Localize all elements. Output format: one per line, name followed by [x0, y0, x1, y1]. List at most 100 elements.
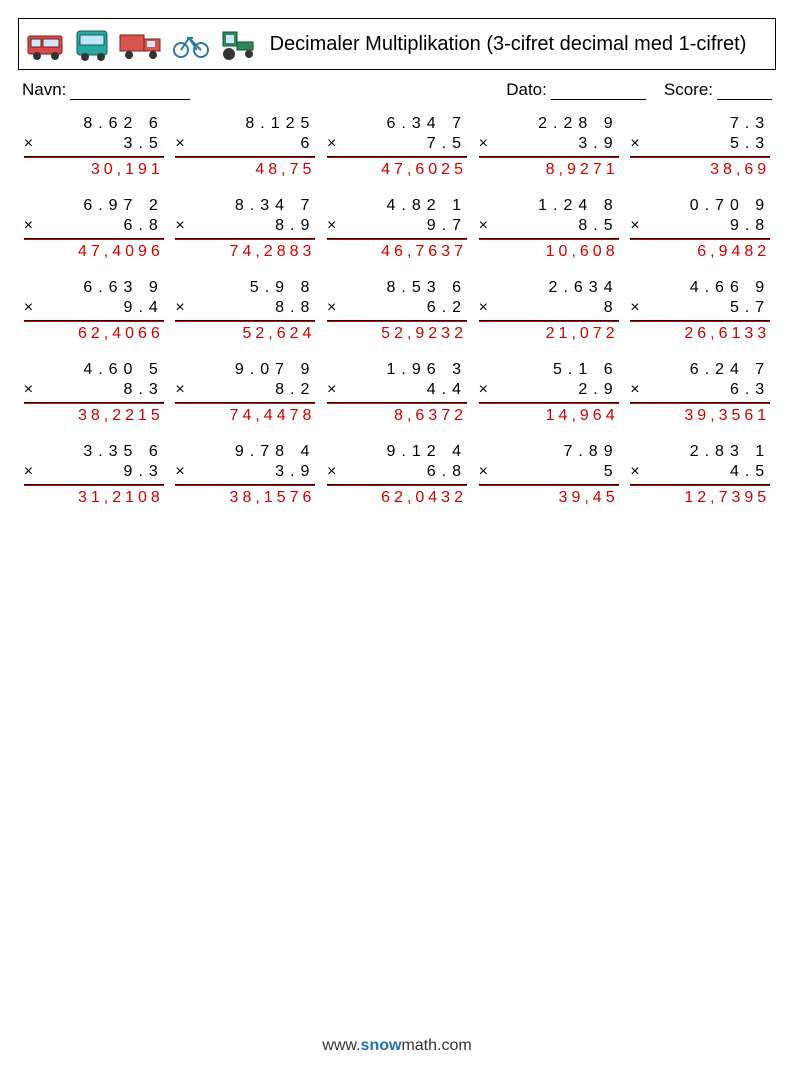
operand-a: 2.28 9 — [495, 114, 619, 134]
answer: 38,69 — [630, 158, 770, 180]
footer: www.snowmath.com — [0, 1037, 794, 1055]
answer: 52,624 — [175, 322, 315, 344]
answer: 38,2215 — [24, 404, 164, 426]
operand-b: 9.3 — [40, 462, 164, 482]
operand-a: 6.24 7 — [646, 360, 770, 380]
answer: 12,7395 — [630, 486, 770, 508]
truck-icon — [119, 29, 165, 59]
operator: × — [175, 462, 191, 482]
answer: 62,0432 — [327, 486, 467, 508]
bus-red-icon — [27, 28, 69, 60]
footer-brand: snow — [361, 1037, 402, 1054]
operator: × — [24, 462, 40, 482]
operand-b: 8.2 — [191, 380, 315, 400]
operator: × — [24, 134, 40, 154]
answer: 48,75 — [175, 158, 315, 180]
answer: 74,2883 — [175, 240, 315, 262]
operand-a: 6.34 7 — [343, 114, 467, 134]
operator: × — [479, 462, 495, 482]
operand-b: 5.3 — [646, 134, 770, 154]
problem: 7.89×539,45 — [479, 442, 619, 508]
footer-prefix: www. — [322, 1037, 360, 1054]
answer: 30,191 — [24, 158, 164, 180]
answer: 8,6372 — [327, 404, 467, 426]
problem: 8.34 7×8.974,2883 — [175, 196, 315, 262]
problems-grid: 8.62 6×3.530,191 8.125 × 6 48,75 6.34 7 × 7.5 47… — [18, 114, 776, 508]
tractor-icon — [217, 28, 259, 60]
date-blank[interactable] — [551, 80, 646, 100]
operand-b: 4.4 — [343, 380, 467, 400]
operator: × — [327, 298, 343, 318]
score-blank[interactable] — [717, 80, 772, 100]
problem: 4.82 1×9.746,7637 — [327, 196, 467, 262]
operand-a: 8.34 7 — [191, 196, 315, 216]
answer: 38,1576 — [175, 486, 315, 508]
problem: 8.62 6×3.530,191 — [24, 114, 164, 180]
score-label: Score: — [664, 80, 713, 100]
problem: 9.78 4×3.938,1576 — [175, 442, 315, 508]
operator: × — [630, 462, 646, 482]
operand-a: 2.83 1 — [646, 442, 770, 462]
operand-b: 9.4 — [40, 298, 164, 318]
operand-a: 7.3 — [646, 114, 770, 134]
problem: 8.53 6×6.252,9232 — [327, 278, 467, 344]
answer: 8,9271 — [479, 158, 619, 180]
operand-b: 6.8 — [40, 216, 164, 236]
operand-a: 8.62 6 — [40, 114, 164, 134]
name-blank[interactable] — [70, 80, 190, 100]
operator: × — [327, 462, 343, 482]
operator: × — [24, 380, 40, 400]
operand-a: 0.70 9 — [646, 196, 770, 216]
operator: × — [175, 298, 191, 318]
bus-teal-icon — [75, 27, 113, 61]
operand-a: 5.9 8 — [191, 278, 315, 298]
problem: 9.12 4×6.862,0432 — [327, 442, 467, 508]
operand-a: 9.12 4 — [343, 442, 467, 462]
problem: 4.66 9×5.726,6133 — [630, 278, 770, 344]
operand-a: 4.60 5 — [40, 360, 164, 380]
problem: 6.63 9×9.462,4066 — [24, 278, 164, 344]
operand-b: 4.5 — [646, 462, 770, 482]
operand-a: 5.1 6 — [495, 360, 619, 380]
problem: 7.3×5.3 38,69 — [630, 114, 770, 180]
bicycle-icon — [171, 30, 211, 58]
problem: 9.07 9×8.2 74,4478 — [175, 360, 315, 426]
operand-b: 6 — [191, 134, 315, 154]
operand-b: 7.5 — [343, 134, 467, 154]
operator: × — [479, 380, 495, 400]
operator: × — [479, 134, 495, 154]
operand-a: 9.07 9 — [191, 360, 315, 380]
answer: 47,4096 — [24, 240, 164, 262]
answer: 47,6025 — [327, 158, 467, 180]
meta-row: Navn: Dato: Score: — [22, 80, 772, 100]
operator: × — [175, 380, 191, 400]
operator: × — [24, 216, 40, 236]
operand-a: 2.634 — [495, 278, 619, 298]
operand-a: 6.97 2 — [40, 196, 164, 216]
operator: × — [630, 216, 646, 236]
answer: 6,9482 — [630, 240, 770, 262]
operand-b: 3.9 — [495, 134, 619, 154]
name-label: Navn: — [22, 80, 66, 100]
operand-a: 8.125 — [191, 114, 315, 134]
answer: 39,45 — [479, 486, 619, 508]
answer: 74,4478 — [175, 404, 315, 426]
operator: × — [630, 134, 646, 154]
answer: 10,608 — [479, 240, 619, 262]
header-bar: Decimaler Multiplikation (3-cifret decim… — [18, 18, 776, 70]
answer: 21,072 — [479, 322, 619, 344]
operand-b: 8.9 — [191, 216, 315, 236]
operand-a: 4.82 1 — [343, 196, 467, 216]
operand-b: 5 — [495, 462, 619, 482]
operator: × — [630, 298, 646, 318]
problem: 8.125×648,75 — [175, 114, 315, 180]
operand-a: 8.53 6 — [343, 278, 467, 298]
operator: × — [630, 380, 646, 400]
problem: 6.97 2×6.8 47,4096 — [24, 196, 164, 262]
problem: 2.83 1×4.5 12,7395 — [630, 442, 770, 508]
operand-b: 8.5 — [495, 216, 619, 236]
operand-a: 3.35 6 — [40, 442, 164, 462]
problem: 3.35 6×9.331,2108 — [24, 442, 164, 508]
operand-b: 9.7 — [343, 216, 467, 236]
operand-b: 2.9 — [495, 380, 619, 400]
